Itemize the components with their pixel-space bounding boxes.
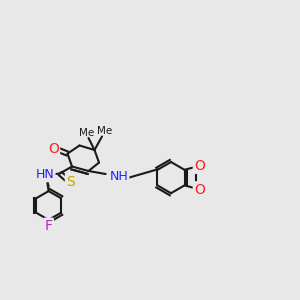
- Text: NH: NH: [110, 169, 128, 183]
- Text: HN: HN: [36, 168, 54, 181]
- Text: O: O: [194, 183, 205, 196]
- Text: O: O: [194, 159, 205, 172]
- Text: O: O: [48, 142, 59, 156]
- Text: F: F: [45, 219, 52, 233]
- Text: Me: Me: [80, 128, 94, 138]
- Text: S: S: [66, 175, 75, 188]
- Text: Me: Me: [98, 126, 112, 136]
